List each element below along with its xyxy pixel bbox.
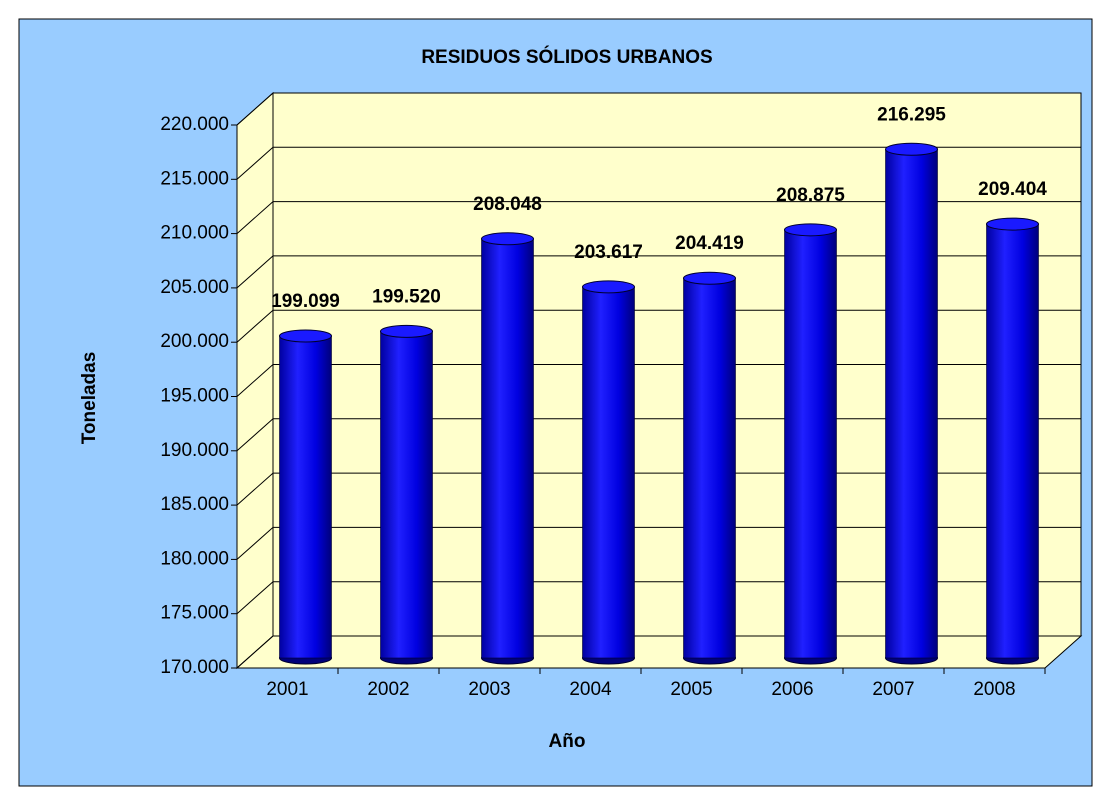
- value-label: 204.419: [675, 233, 744, 254]
- value-label: 208.048: [473, 194, 542, 215]
- value-label: 208.875: [776, 185, 845, 206]
- y-tick-label: 220.000: [160, 114, 229, 135]
- y-tick-label: 200.000: [160, 331, 229, 352]
- value-label: 203.617: [574, 242, 643, 263]
- bar: [481, 232, 534, 665]
- value-label: 216.295: [877, 104, 946, 125]
- bar: [380, 324, 433, 665]
- x-tick-label: 2003: [468, 679, 510, 700]
- y-tick-label: 205.000: [160, 277, 229, 298]
- y-tick-label: 210.000: [160, 223, 229, 244]
- chart-title: RESIDUOS SÓLIDOS URBANOS: [421, 46, 712, 68]
- y-tick-label: 180.000: [160, 548, 229, 569]
- grid-line: [236, 201, 1081, 234]
- y-tick-label: 185.000: [160, 494, 229, 515]
- bar: [582, 280, 635, 665]
- y-tick-label: 175.000: [160, 603, 229, 624]
- bar: [279, 329, 332, 665]
- grid-line: [236, 92, 1081, 126]
- x-axis-label: Año: [549, 731, 586, 752]
- y-tick-label: 170.000: [160, 657, 229, 678]
- x-tick-label: 2008: [973, 679, 1015, 700]
- x-tick-label: 2006: [771, 679, 813, 700]
- floor: [235, 635, 1083, 669]
- value-label: 199.520: [372, 286, 441, 307]
- grid-line: [236, 146, 1081, 180]
- x-tick-label: 2005: [670, 679, 712, 700]
- y-tick-label: 195.000: [160, 386, 229, 407]
- value-label: 209.404: [978, 179, 1047, 200]
- x-tick-label: 2007: [872, 679, 914, 700]
- bar: [986, 217, 1039, 665]
- x-tick-label: 2001: [266, 679, 308, 700]
- y-axis-label: Toneladas: [79, 352, 100, 445]
- bar: [784, 223, 837, 665]
- x-tick-label: 2002: [367, 679, 409, 700]
- bar: [885, 142, 938, 665]
- y-tick-label: 215.000: [160, 168, 229, 189]
- y-tick-label: 190.000: [160, 440, 229, 461]
- x-tick-label: 2004: [569, 679, 612, 700]
- bar: [683, 271, 736, 665]
- value-label: 199.099: [271, 291, 340, 312]
